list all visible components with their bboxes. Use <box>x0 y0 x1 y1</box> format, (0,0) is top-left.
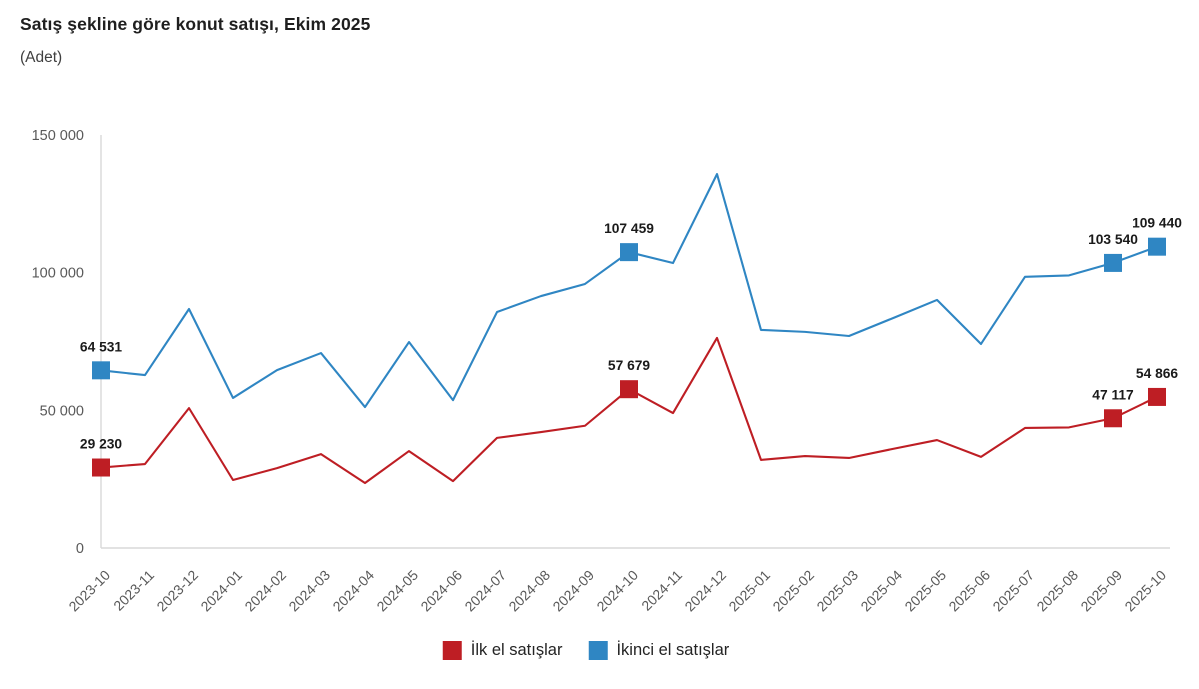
legend-label-first-hand: İlk el satışlar <box>470 641 563 659</box>
x-tick-label: 2024-08 <box>505 567 553 615</box>
chart-header: Satış şekline göre konut satışı, Ekim 20… <box>20 14 370 67</box>
chart-legend: İlk el satışlar İkinci el satışlar <box>442 641 729 660</box>
y-tick-label: 50 000 <box>40 403 84 419</box>
x-tick-label: 2024-10 <box>593 567 641 615</box>
x-tick-label: 2025-03 <box>813 567 861 615</box>
x-tick-label: 2025-08 <box>1033 567 1081 615</box>
x-tick-label: 2024-06 <box>417 567 465 615</box>
data-point-label-ilk-el-satislar: 47 117 <box>1092 387 1134 402</box>
data-point-marker-ilk-el-satislar[interactable] <box>1148 387 1166 406</box>
x-tick-label: 2024-02 <box>241 567 289 615</box>
x-tick-label: 2024-09 <box>549 567 597 615</box>
x-tick-label: 2024-12 <box>681 567 729 615</box>
data-point-marker-ikinci-el-satislar[interactable] <box>92 361 110 380</box>
data-point-label-ikinci-el-satislar: 107 459 <box>604 221 654 236</box>
x-tick-label: 2025-09 <box>1077 567 1125 615</box>
legend-swatch-second-hand-icon <box>588 641 608 660</box>
data-point-marker-ilk-el-satislar[interactable] <box>1104 409 1122 428</box>
x-tick-label: 2025-04 <box>857 567 905 615</box>
data-point-label-ikinci-el-satislar: 109 440 <box>1132 216 1182 231</box>
x-tick-label: 2023-11 <box>110 567 157 614</box>
x-tick-label: 2025-02 <box>769 567 817 615</box>
data-point-marker-ilk-el-satislar[interactable] <box>92 458 110 477</box>
data-point-label-ilk-el-satislar: 29 230 <box>80 437 123 452</box>
x-tick-label: 2024-07 <box>461 567 509 615</box>
legend-item-first-hand[interactable]: İlk el satışlar <box>442 641 563 660</box>
legend-label-second-hand: İkinci el satışlar <box>616 641 730 659</box>
data-point-marker-ilk-el-satislar[interactable] <box>620 380 638 399</box>
chart-unit-label: (Adet) <box>20 49 63 66</box>
x-tick-label: 2024-01 <box>197 567 245 615</box>
y-tick-label: 150 000 <box>32 128 84 144</box>
x-tick-label: 2025-05 <box>901 567 949 615</box>
x-tick-label: 2023-12 <box>153 567 201 615</box>
data-point-marker-ikinci-el-satislar[interactable] <box>620 243 638 262</box>
x-tick-label: 2025-06 <box>945 567 993 615</box>
x-tick-label: 2023-10 <box>65 567 113 615</box>
chart-title: Satış şekline göre konut satışı, Ekim 20… <box>20 14 371 34</box>
data-point-label-ikinci-el-satislar: 103 540 <box>1088 232 1138 247</box>
legend-swatch-first-hand-icon <box>442 641 462 660</box>
data-point-label-ilk-el-satislar: 54 866 <box>1136 366 1179 381</box>
legend-item-second-hand[interactable]: İkinci el satışlar <box>588 641 729 660</box>
y-tick-label: 0 <box>76 541 84 557</box>
x-tick-label: 2025-10 <box>1121 567 1169 615</box>
x-tick-label: 2024-04 <box>329 567 377 615</box>
x-tick-label: 2025-01 <box>725 567 773 615</box>
data-point-label-ilk-el-satislar: 57 679 <box>608 358 651 373</box>
x-tick-label: 2024-03 <box>285 567 333 615</box>
data-point-marker-ikinci-el-satislar[interactable] <box>1104 253 1122 272</box>
data-point-label-ikinci-el-satislar: 64 531 <box>80 339 123 354</box>
data-point-marker-ikinci-el-satislar[interactable] <box>1148 237 1166 256</box>
x-tick-label: 2024-11 <box>638 567 685 614</box>
x-tick-label: 2024-05 <box>373 567 421 615</box>
y-tick-label: 100 000 <box>32 266 84 282</box>
x-tick-label: 2025-07 <box>989 567 1037 615</box>
